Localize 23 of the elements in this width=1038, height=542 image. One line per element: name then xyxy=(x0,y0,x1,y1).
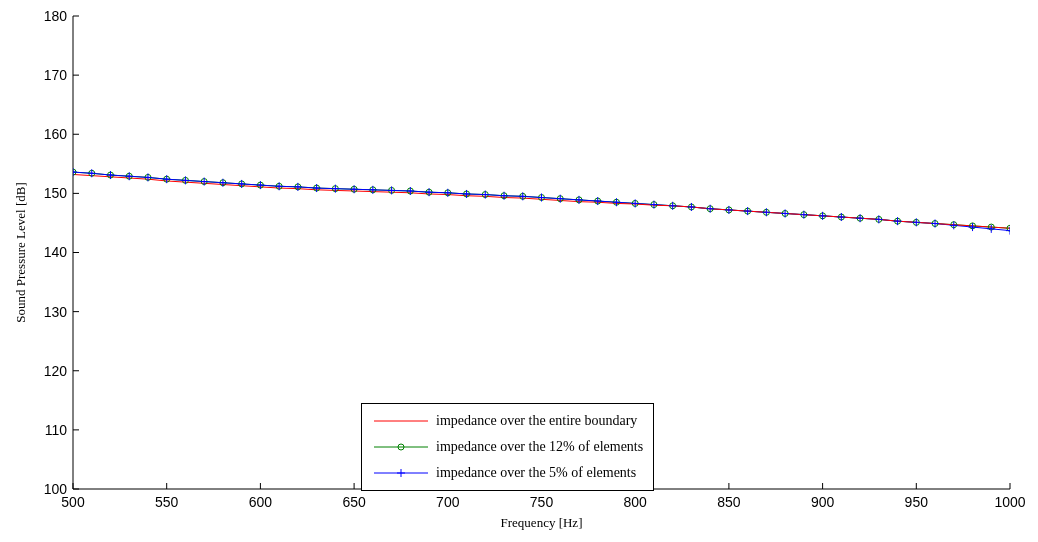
y-axis-title: Sound Pressure Level [dB] xyxy=(12,182,28,323)
x-tick-label: 850 xyxy=(717,493,741,510)
x-tick-label: 650 xyxy=(342,493,366,510)
y-tick-label: 170 xyxy=(43,67,68,84)
y-tick-label: 150 xyxy=(43,185,68,202)
x-tick-label: 550 xyxy=(155,493,179,510)
legend-label: impedance over the 5% of elements xyxy=(436,465,637,481)
legend-label: impedance over the 12% of elements xyxy=(436,439,644,455)
x-tick-label: 600 xyxy=(248,493,273,510)
x-tick-label: 950 xyxy=(904,493,929,510)
x-tick-label: 800 xyxy=(623,493,648,510)
x-tick-label: 700 xyxy=(436,493,460,510)
x-tick-label: 900 xyxy=(810,493,835,510)
y-tick-label: 180 xyxy=(43,7,68,24)
legend-label: impedance over the entire boundary xyxy=(436,413,638,429)
x-tick-label: 1000 xyxy=(994,493,1026,510)
y-tick-label: 110 xyxy=(44,421,68,438)
x-tick-label: 750 xyxy=(529,493,554,510)
y-tick-label: 120 xyxy=(43,362,68,379)
x-axis-title: Frequency [Hz] xyxy=(500,515,583,530)
y-tick-label: 140 xyxy=(43,244,68,261)
y-tick-label: 130 xyxy=(43,303,68,320)
y-tick-label: 160 xyxy=(43,126,68,143)
